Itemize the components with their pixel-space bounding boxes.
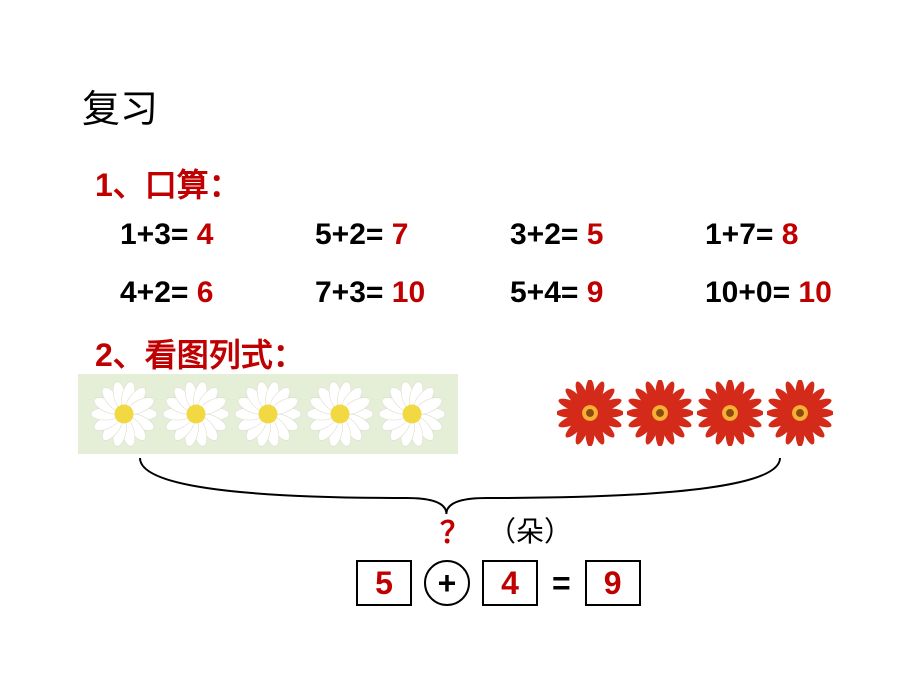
equation-result: 9 bbox=[585, 560, 641, 606]
problems-row-2: 4+2= 67+3= 105+4= 910+0= 10 bbox=[120, 276, 900, 310]
problem-expr: 3+2= bbox=[510, 218, 578, 251]
red-flower-icon bbox=[697, 380, 763, 446]
problem-answer: 5 bbox=[578, 218, 603, 251]
white-flower-icon bbox=[378, 380, 446, 448]
equation-operand-b: 4 bbox=[482, 560, 538, 606]
problem-answer: 8 bbox=[773, 218, 798, 251]
equation-equals: = bbox=[552, 565, 571, 602]
problem: 5+2= 7 bbox=[315, 218, 510, 252]
problem: 4+2= 6 bbox=[120, 276, 315, 310]
problem: 3+2= 5 bbox=[510, 218, 705, 252]
problem-answer: 6 bbox=[188, 276, 213, 309]
problem-expr: 5+4= bbox=[510, 276, 578, 309]
problem-answer: 10 bbox=[383, 276, 425, 309]
red-flower-icon bbox=[767, 380, 833, 446]
question-unit: （朵） bbox=[488, 510, 572, 550]
problem: 1+7= 8 bbox=[705, 218, 900, 252]
section-1-label: 1、口算： bbox=[95, 160, 241, 206]
problem-expr: 1+7= bbox=[705, 218, 773, 251]
problem-answer: 4 bbox=[188, 218, 213, 251]
white-flower-group bbox=[78, 374, 458, 454]
equation-operand-a: 5 bbox=[356, 560, 412, 606]
red-flower-icon bbox=[557, 380, 623, 446]
white-flower-icon bbox=[90, 380, 158, 448]
problem-expr: 5+2= bbox=[315, 218, 383, 251]
equation-operator: + bbox=[424, 560, 470, 606]
equation: 5 + 4 = 9 bbox=[350, 560, 647, 606]
problem: 7+3= 10 bbox=[315, 276, 510, 310]
white-flower-icon bbox=[234, 380, 302, 448]
problem: 1+3= 4 bbox=[120, 218, 315, 252]
problem-answer: 7 bbox=[383, 218, 408, 251]
problem-expr: 10+0= bbox=[705, 276, 790, 309]
problem-expr: 4+2= bbox=[120, 276, 188, 309]
page-title: 复习 bbox=[82, 78, 158, 133]
problem-answer: 9 bbox=[578, 276, 603, 309]
section-1-text: 、口算： bbox=[113, 167, 241, 203]
red-flower-group bbox=[545, 374, 845, 452]
section-2-num: 2 bbox=[95, 337, 113, 373]
question-mark: ？ bbox=[440, 508, 470, 552]
section-2-label: 2、看图列式： bbox=[95, 330, 305, 376]
white-flower-icon bbox=[162, 380, 230, 448]
problem-expr: 1+3= bbox=[120, 218, 188, 251]
problems-row-1: 1+3= 45+2= 73+2= 51+7= 8 bbox=[120, 218, 900, 252]
problem: 10+0= 10 bbox=[705, 276, 900, 310]
problem: 5+4= 9 bbox=[510, 276, 705, 310]
problem-expr: 7+3= bbox=[315, 276, 383, 309]
section-2-text: 、看图列式： bbox=[113, 337, 305, 373]
section-1-num: 1 bbox=[95, 167, 113, 203]
red-flower-icon bbox=[627, 380, 693, 446]
white-flower-icon bbox=[306, 380, 374, 448]
problem-answer: 10 bbox=[790, 276, 832, 309]
